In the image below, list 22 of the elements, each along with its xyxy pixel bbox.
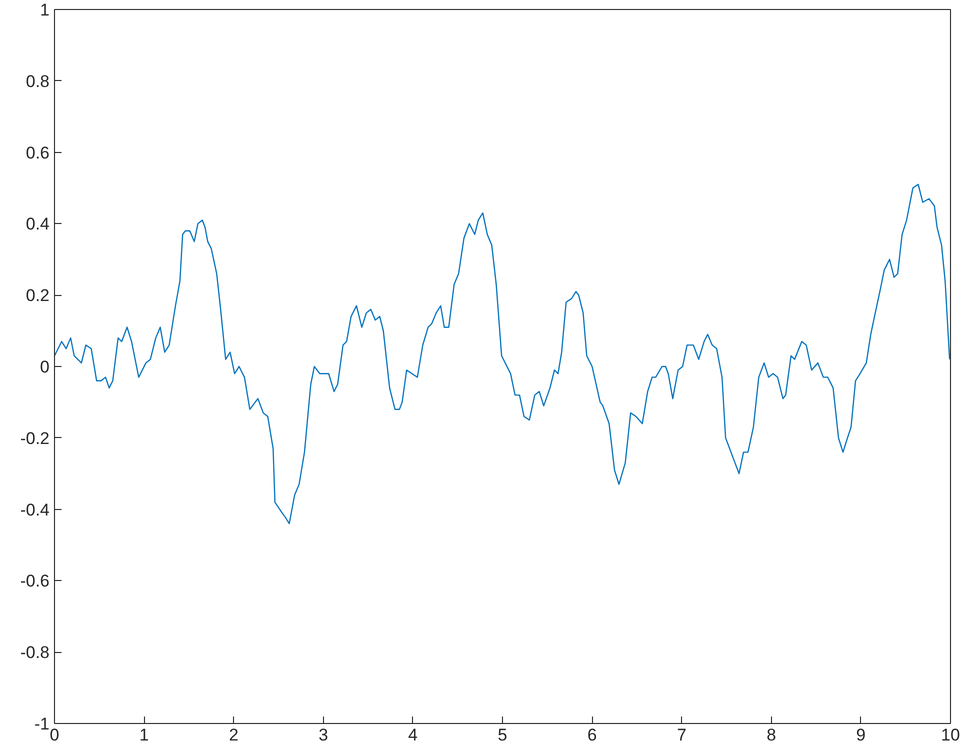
x-tick-label: 8	[766, 726, 776, 744]
y-tick-label: 1	[40, 0, 50, 20]
x-tick-label: 5	[498, 726, 508, 744]
y-tick-label: 0	[40, 358, 50, 376]
y-tick-label: -0.6	[20, 572, 50, 591]
x-tick-label: 3	[318, 726, 328, 744]
x-tick-label: 10	[941, 726, 960, 744]
x-tick-label: 9	[856, 726, 866, 744]
x-tick-label: 7	[676, 726, 686, 744]
x-tick-label: 6	[587, 726, 597, 744]
y-tick-label: 0.4	[26, 214, 50, 234]
y-tick-label: 0.2	[26, 286, 50, 306]
y-tick-label: 0.8	[26, 72, 50, 91]
line-series	[54, 184, 950, 524]
x-tick-label: 2	[228, 726, 238, 744]
y-tick-label: 0.6	[26, 143, 50, 162]
y-tick-label: -0.8	[20, 643, 50, 662]
y-tick-label: -0.4	[20, 500, 50, 520]
y-tick-label: -0.2	[20, 428, 50, 448]
x-tick-label: 4	[408, 726, 418, 744]
x-tick-label: 1	[139, 726, 149, 744]
y-tick-label: -1	[34, 714, 50, 734]
